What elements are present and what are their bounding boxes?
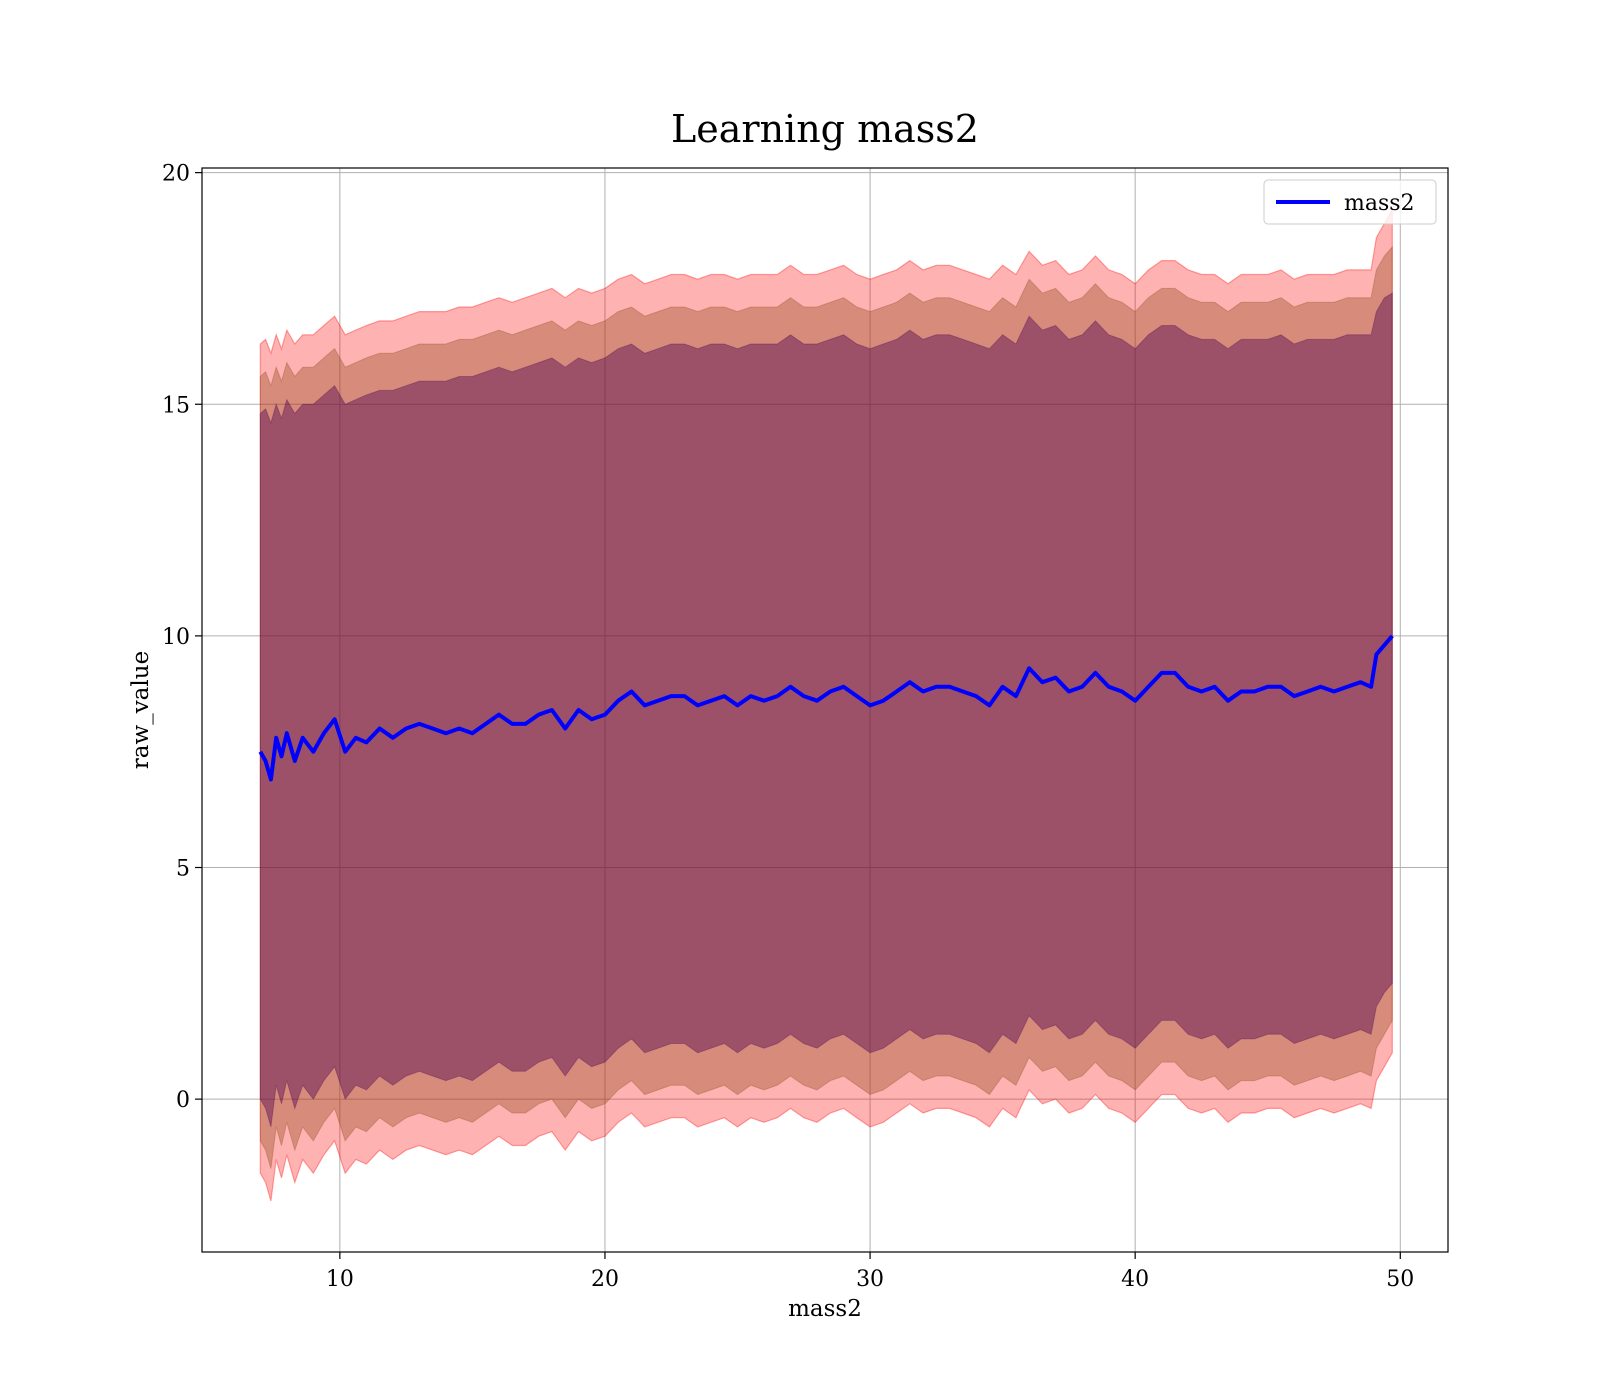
x-tick-label: 40: [1121, 1267, 1149, 1292]
y-tick-label: 20: [162, 162, 190, 187]
inner-band: [259, 292, 1393, 1128]
legend-label-mass2: mass2: [1344, 191, 1415, 216]
plot-frame: [201, 167, 1449, 1253]
x-tick-label: 30: [856, 1267, 884, 1292]
y-tick-label: 15: [162, 393, 190, 418]
y-ticks: 0 5 10 15 20: [162, 162, 202, 1113]
y-tick-label: 10: [162, 625, 190, 650]
x-ticks: 10 20 30 40 50: [326, 1252, 1414, 1292]
x-tick-label: 20: [591, 1267, 619, 1292]
legend-box: [1263, 179, 1437, 225]
y-tick-label: 0: [176, 1088, 190, 1113]
series-line-mass2: [258, 634, 1394, 782]
legend: mass2: [1263, 179, 1437, 225]
y-tick-label: 5: [176, 857, 190, 882]
confidence-bands: [259, 207, 1393, 1202]
grid-lines: [202, 168, 1448, 1252]
x-tick-label: 10: [326, 1267, 354, 1292]
x-axis-label: mass2: [788, 1296, 862, 1322]
chart-title: Learning mass2: [671, 107, 979, 151]
y-axis-label: raw_value: [128, 651, 154, 769]
outer-band: [259, 207, 1393, 1202]
x-tick-label: 50: [1386, 1267, 1414, 1292]
middle-band: [259, 245, 1393, 1169]
series-lines: [258, 634, 1394, 782]
